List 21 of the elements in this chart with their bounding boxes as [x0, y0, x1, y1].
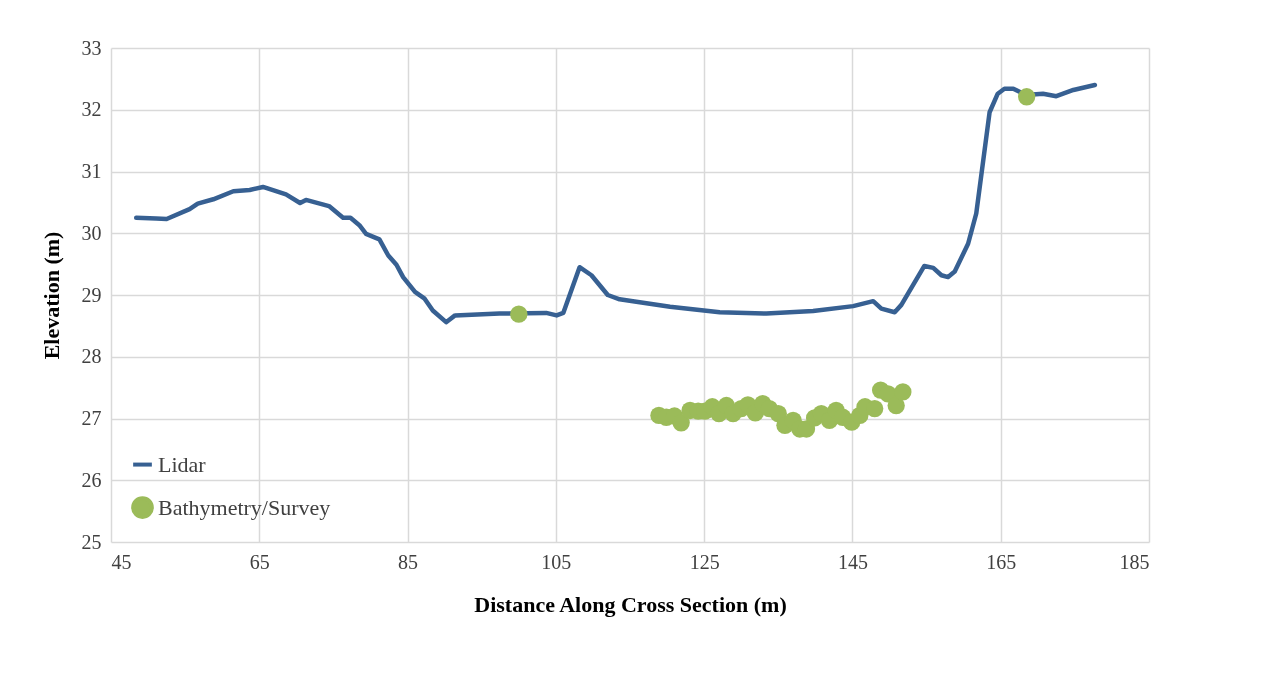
y-tick-label: 25: [81, 530, 102, 553]
y-tick-label: 28: [81, 345, 102, 368]
legend-label: Bathymetry/Survey: [158, 494, 331, 520]
x-tick-label: 125: [689, 550, 720, 573]
y-tick-label: 30: [81, 221, 102, 244]
legend-label: Lidar: [158, 451, 207, 477]
x-axis-title: Distance Along Cross Section (m): [474, 591, 787, 617]
x-tick-label: 185: [1119, 550, 1150, 573]
y-tick-label: 31: [81, 160, 102, 182]
y-tick-label: 26: [81, 468, 102, 491]
y-tick-label: 33: [81, 36, 102, 59]
y-axis-title: Elevation (m): [38, 231, 64, 360]
x-tick-label: 145: [837, 550, 868, 573]
x-tick-label: 165: [986, 550, 1017, 573]
y-tick-label: 27: [81, 407, 102, 429]
x-tick-label: 65: [249, 550, 270, 573]
x-tick-label: 105: [541, 550, 572, 573]
y-tick-label: 32: [81, 98, 102, 121]
x-tick-label: 45: [111, 550, 132, 573]
x-tick-label: 85: [398, 550, 419, 573]
y-tick-label: 29: [81, 283, 102, 306]
